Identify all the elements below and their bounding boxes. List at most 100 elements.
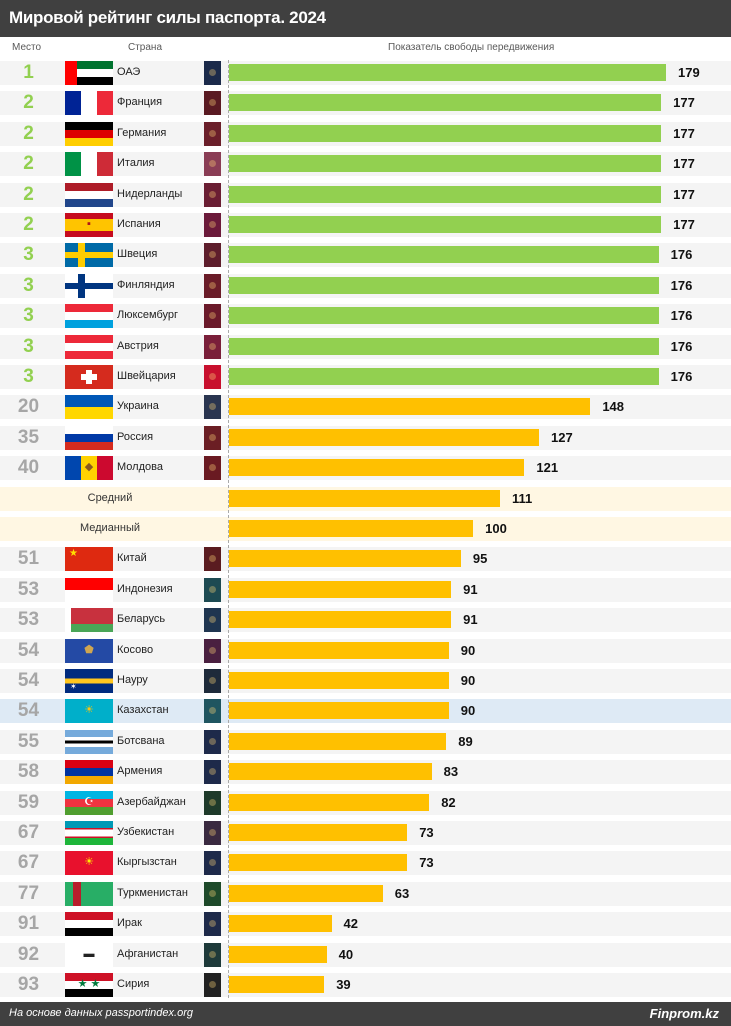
bar xyxy=(229,580,452,598)
passport-icon xyxy=(204,942,221,967)
bar xyxy=(229,155,662,173)
country-flag-icon xyxy=(65,304,113,329)
country-name: Франция xyxy=(117,96,163,109)
country-flag-icon xyxy=(65,577,113,602)
value-label: 177 xyxy=(673,217,695,232)
flag-emblem-icon: ⬟ xyxy=(84,643,94,656)
country-name: Швеция xyxy=(117,248,158,261)
passport-icon xyxy=(204,334,221,359)
rank-label: 54 xyxy=(17,639,40,661)
page-title: Мировой рейтинг силы паспорта. 2024 xyxy=(9,8,326,27)
rank-label: 53 xyxy=(17,578,40,600)
passport-icon xyxy=(204,425,221,450)
table-row: 92 ▬ Афганистан 40 xyxy=(0,942,731,967)
country-flag-icon xyxy=(65,365,113,389)
header-bar: Мировой рейтинг силы паспорта. 2024 xyxy=(0,0,731,37)
rank-label: 3 xyxy=(23,335,34,357)
value-label: 73 xyxy=(419,855,434,871)
value-label: 179 xyxy=(678,65,700,80)
flag-emblem-icon: ✶ xyxy=(70,682,77,691)
country-flag-icon xyxy=(65,152,113,177)
passport-icon xyxy=(204,669,221,693)
country-flag-icon: ▬ xyxy=(65,942,113,967)
value-label: 176 xyxy=(670,308,693,324)
value-label: 176 xyxy=(670,247,693,263)
bar xyxy=(229,368,659,385)
country-name: Нидерланды xyxy=(117,187,183,200)
table-row: 58 Армения 83 xyxy=(0,760,731,785)
bar xyxy=(229,94,662,112)
bar xyxy=(229,763,432,781)
value-label: 177 xyxy=(673,95,695,111)
bar xyxy=(229,124,662,142)
bar xyxy=(229,672,449,689)
country-flag-icon: ☀ xyxy=(65,699,113,724)
country-name: Ирак xyxy=(117,917,142,930)
country-flag-icon xyxy=(65,395,113,420)
passport-icon xyxy=(204,395,221,420)
country-name: Испания xyxy=(117,218,161,230)
table-row: 3 Финляндия 176 xyxy=(0,273,731,298)
flag-emblem-icon: ◆ xyxy=(84,461,94,474)
passport-icon xyxy=(204,790,221,815)
passport-icon xyxy=(204,608,221,633)
flag-emblem-icon: ▪ xyxy=(87,218,91,230)
rank-label: 91 xyxy=(17,913,40,935)
bar xyxy=(229,216,662,233)
column-header-score: Показатель свободы передвижения xyxy=(388,42,555,53)
value-label: 39 xyxy=(336,977,351,992)
passport-icon xyxy=(204,121,221,146)
country-name: Швейцария xyxy=(117,370,176,382)
country-name: Индонезия xyxy=(117,582,173,595)
passport-icon xyxy=(204,213,221,237)
rank-label: 93 xyxy=(17,974,40,995)
table-row: 3 Люксембург 176 xyxy=(0,304,731,329)
table-row: 51 ★ Китай 95 xyxy=(0,547,731,572)
value-label: 100 xyxy=(485,521,507,536)
passport-icon xyxy=(204,699,221,724)
table-row: 2 Франция 177 xyxy=(0,91,731,116)
table-row: 2 Нидерланды 177 xyxy=(0,182,731,207)
brand-logo: Finprom.kz xyxy=(649,1006,719,1021)
bar xyxy=(229,702,449,720)
passport-icon xyxy=(204,577,221,602)
country-flag-icon: ☪ xyxy=(65,790,113,815)
value-label: 90 xyxy=(460,673,476,688)
country-name: Азербайджан xyxy=(117,795,186,808)
country-name: Казахстан xyxy=(117,704,169,717)
bar xyxy=(229,246,659,264)
rank-label: 40 xyxy=(17,457,40,479)
country-flag-icon: ✶ xyxy=(65,669,113,693)
value-label: 90 xyxy=(460,703,476,719)
average-label: Средний xyxy=(87,491,133,504)
bar xyxy=(229,945,327,963)
value-label: 83 xyxy=(443,764,459,780)
bar xyxy=(229,307,659,325)
country-flag-icon: ☀ xyxy=(65,851,113,876)
value-label: 177 xyxy=(673,125,695,141)
value-label: 177 xyxy=(673,186,695,202)
rank-label: 1 xyxy=(23,62,34,83)
country-flag-icon xyxy=(65,608,113,633)
bar xyxy=(229,976,325,993)
table-row: 2 Германия 177 xyxy=(0,121,731,146)
table-row: 54 ✶ Науру 90 xyxy=(0,669,731,693)
country-name: Ботсвана xyxy=(117,734,165,747)
country-flag-icon xyxy=(65,273,113,298)
value-label: 82 xyxy=(441,794,456,810)
country-name: Кыргызстан xyxy=(117,856,177,869)
table-row: 1 ОАЭ 179 xyxy=(0,61,731,85)
bar xyxy=(229,793,430,811)
value-label: 91 xyxy=(463,612,478,628)
passport-icon xyxy=(204,638,221,663)
bar xyxy=(229,611,452,629)
value-label: 42 xyxy=(343,916,358,932)
flag-emblem-icon: ★ ★ xyxy=(77,978,101,990)
country-name: Австрия xyxy=(117,339,159,352)
passport-icon xyxy=(204,851,221,876)
country-flag-icon: ▪ xyxy=(65,213,113,237)
country-name: Россия xyxy=(117,430,154,443)
column-header-rank: Место xyxy=(12,42,42,53)
passport-icon xyxy=(204,365,221,389)
country-name: Молдова xyxy=(117,461,163,474)
